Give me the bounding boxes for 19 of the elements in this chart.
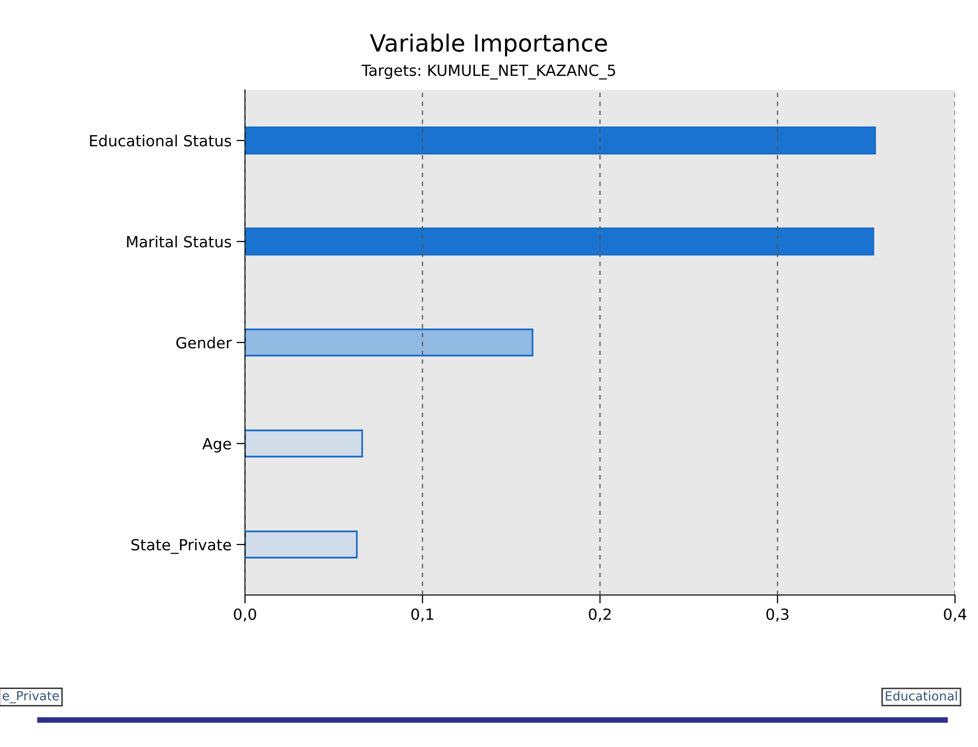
chart-subtitle: Targets: KUMULE_NET_KAZANC_5 bbox=[362, 64, 616, 80]
text: Educational bbox=[886, 690, 957, 701]
x-tick-label: 0,4 bbox=[944, 608, 966, 622]
chart-title: Variable Importance bbox=[370, 34, 607, 56]
x-tick-label: 0,2 bbox=[588, 608, 611, 622]
bar bbox=[245, 126, 876, 154]
text: e_Private bbox=[2, 690, 59, 704]
bar bbox=[245, 530, 358, 558]
bar bbox=[245, 430, 363, 458]
y-tick-label: Age bbox=[202, 438, 231, 452]
x-tick-label: 0,3 bbox=[766, 608, 788, 622]
x-tick-label: 0,1 bbox=[411, 608, 434, 622]
y-tick-label: Gender bbox=[176, 336, 232, 349]
bar bbox=[245, 228, 874, 256]
y-tick-label: State_Private bbox=[131, 538, 231, 554]
bar bbox=[245, 328, 534, 356]
y-tick-label: Marital Status bbox=[127, 236, 232, 248]
y-tick-label: Educational Status bbox=[90, 134, 232, 147]
x-tick-label: 0,0 bbox=[234, 608, 256, 622]
